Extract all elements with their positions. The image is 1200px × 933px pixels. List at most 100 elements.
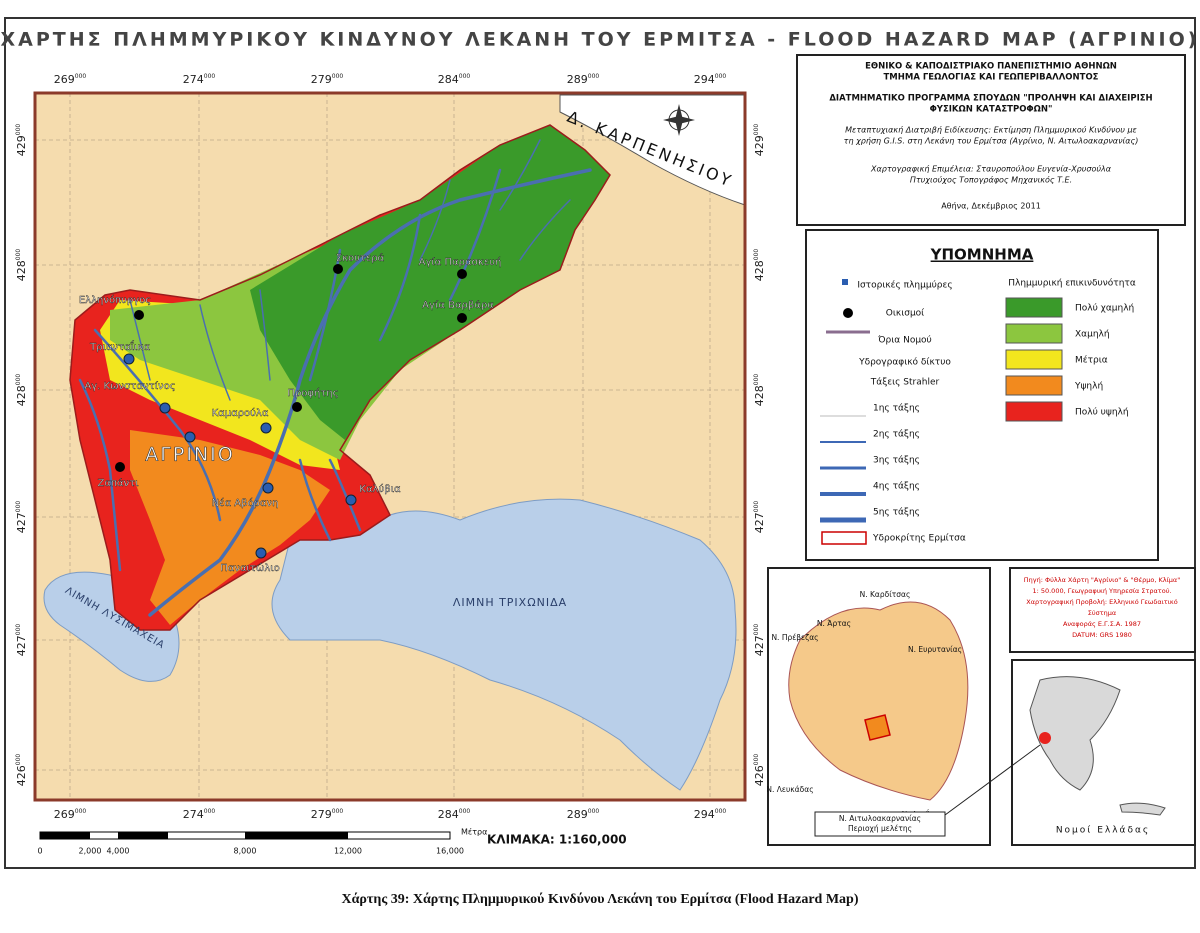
grid-label: 279000 [311, 73, 344, 87]
main-map [33, 91, 747, 802]
grid-label: 429000 [15, 124, 29, 157]
grid-label: 294000 [694, 808, 727, 822]
scale-label: 16,000 [436, 847, 464, 856]
neighbour-area [559, 94, 746, 206]
settlement-label: Ζαπάντι [97, 477, 139, 489]
settlement-label: Καμαρούλα [212, 407, 269, 419]
source-line: Αναφοράς Ε.Γ.Σ.Α. 1987 [1063, 620, 1141, 628]
info-line: Μεταπτυχιακή Διατριβή Ειδίκευσης: Εκτίμη… [845, 126, 1137, 135]
grid-label-main: 427 [15, 635, 28, 656]
grid-label-sup: 000 [332, 73, 344, 80]
grid-label-main: 427 [15, 512, 28, 533]
grid-label-sup: 000 [588, 808, 600, 815]
settlement-label: Παναιτώλιο [220, 562, 280, 574]
grid-label-main: 294 [694, 808, 715, 821]
lake-label: ΛΙΜΝΗ ΤΡΙΧΩΝΙΔΑ [453, 596, 567, 609]
grid-label-main: 289 [567, 808, 588, 821]
grid-label-sup: 000 [15, 249, 22, 261]
settlement-label: Αγία Βαρβάρα [422, 299, 494, 311]
grid-label-sup: 000 [715, 73, 727, 80]
grid-label-main: 279 [311, 73, 332, 86]
grid-label-sup: 000 [753, 624, 760, 636]
grid-label: 289000 [567, 808, 600, 822]
legend-label: Πολύ χαμηλή [1075, 303, 1134, 314]
legend-label: 5ης τάξης [873, 508, 920, 518]
grid-label: 427000 [753, 624, 767, 657]
inset-label: Ν. Καρδίτσας [860, 590, 911, 599]
grid-label: 426000 [753, 754, 767, 787]
grid-label-sup: 000 [459, 808, 471, 815]
grid-label: 428000 [753, 249, 767, 282]
settlement-marker [134, 310, 144, 320]
grid-label-sup: 000 [588, 73, 600, 80]
grid-label-main: 274 [183, 808, 204, 821]
grid-label-main: 429 [753, 135, 766, 156]
info-line: Πτυχιούχος Τοπογράφος Μηχανικός Τ.Ε. [910, 175, 1072, 185]
legend-symbol [821, 531, 867, 545]
flood-marker [260, 422, 272, 434]
grid-label: 428000 [753, 374, 767, 407]
info-line: Χαρτογραφική Επιμέλεια: Σταυροπούλου Ευγ… [870, 164, 1112, 174]
grid-label: 284000 [438, 808, 471, 822]
city-label: ΑΓΡΙΝΙΟ [145, 444, 234, 466]
grid-label: 294000 [694, 73, 727, 87]
grid-label-main: 284 [438, 73, 459, 86]
grid-label-main: 426 [753, 765, 766, 786]
caption: Χάρτης 39: Χάρτης Πλημμυρικού Κινδύνου Λ… [342, 892, 859, 907]
source-box [1009, 567, 1196, 653]
legend-box [805, 229, 1159, 561]
source-line: 1: 50.000, Γεωγραφική Υπηρεσία Στρατού. [1032, 587, 1171, 595]
settlement-label: Τριανταΐικα [89, 339, 150, 353]
zone-very-low [250, 125, 610, 440]
grid-label-sup: 000 [753, 249, 760, 261]
grid-label-sup: 000 [15, 624, 22, 636]
grid-label-main: 294 [694, 73, 715, 86]
grid-label-main: 426 [15, 765, 28, 786]
source-line: Πηγή: Φύλλα Χάρτη "Αγρίνιο" & "Θέρμο, Κλ… [1024, 576, 1180, 584]
legend-swatch [1005, 323, 1063, 344]
settlement-label: Προφήτης [287, 387, 338, 399]
grid-label-sup: 000 [753, 374, 760, 386]
grid-label-main: 279 [311, 808, 332, 821]
info-line: ΔΙΑΤΜΗΜΑΤΙΚΟ ΠΡΟΓΡΑΜΜΑ ΣΠΟΥΔΩΝ "ΠΡΟΛΗΨΗ … [829, 94, 1152, 104]
settlement-marker [333, 264, 343, 274]
legend-label: Χαμηλή [1075, 330, 1110, 340]
settlement-label: Σκουτερά [336, 252, 385, 264]
settlement-marker [457, 313, 467, 323]
flood-marker [159, 402, 171, 414]
settlement-label: Καλύβια [359, 483, 401, 495]
callout-label: Ν. Αιτωλοακαρνανίας [839, 814, 921, 823]
legend-swatch [1005, 401, 1063, 422]
grid-label-sup: 000 [204, 73, 216, 80]
watershed [69, 124, 611, 631]
source-line: DATUM: GRS 1980 [1072, 631, 1132, 639]
info-line: ΤΜΗΜΑ ΓΕΩΛΟΓΙΑΣ ΚΑΙ ΓΕΩΠΕΡΙΒΑΛΛΟΝΤΟΣ [884, 73, 1099, 83]
scale-label: 2,000 [79, 847, 102, 856]
legend-label: Μέτρια [1075, 355, 1108, 366]
zone-high [130, 430, 330, 625]
flood-marker [345, 494, 357, 506]
grid-label-sup: 000 [15, 754, 22, 766]
flood-marker [262, 482, 274, 494]
grid-label-main: 284 [438, 808, 459, 821]
inset-label: Ν. Λευκάδας [766, 785, 813, 794]
rivers [78, 139, 592, 617]
info-box [796, 54, 1186, 226]
legend-swatch [1005, 297, 1063, 318]
grid-label-main: 274 [183, 73, 204, 86]
grid-label-sup: 000 [753, 754, 760, 766]
source-line: Χαρτογραφική Προβολή: Ελληνικό Γεωδαιτικ… [1026, 598, 1177, 606]
grid-label: 426000 [15, 754, 29, 787]
inset-label: Ν. Πρέβεζας [771, 633, 818, 642]
map-frame [33, 91, 747, 802]
scale-text: ΚΛΙΜΑΚΑ: 1:160,000 [487, 833, 627, 847]
settlements [115, 264, 467, 559]
legend-label: Υδρογραφικό δίκτυο [858, 357, 951, 368]
map-title: ΧΑΡΤΗΣ ΠΛΗΜΜΥΡΙΚΟΥ ΚΙΝΔΥΝΟΥ ΛΕΚΑΝΗ ΤΟΥ Ε… [1, 29, 1200, 51]
legend-swatch [1005, 375, 1063, 396]
grid-label: 269000 [54, 808, 87, 822]
grid-label: 428000 [15, 374, 29, 407]
scale-label: 4,000 [107, 847, 130, 856]
grid-label-main: 269 [54, 808, 75, 821]
info-line: ΦΥΣΙΚΩΝ ΚΑΤΑΣΤΡΟΦΩΝ" [930, 105, 1053, 115]
